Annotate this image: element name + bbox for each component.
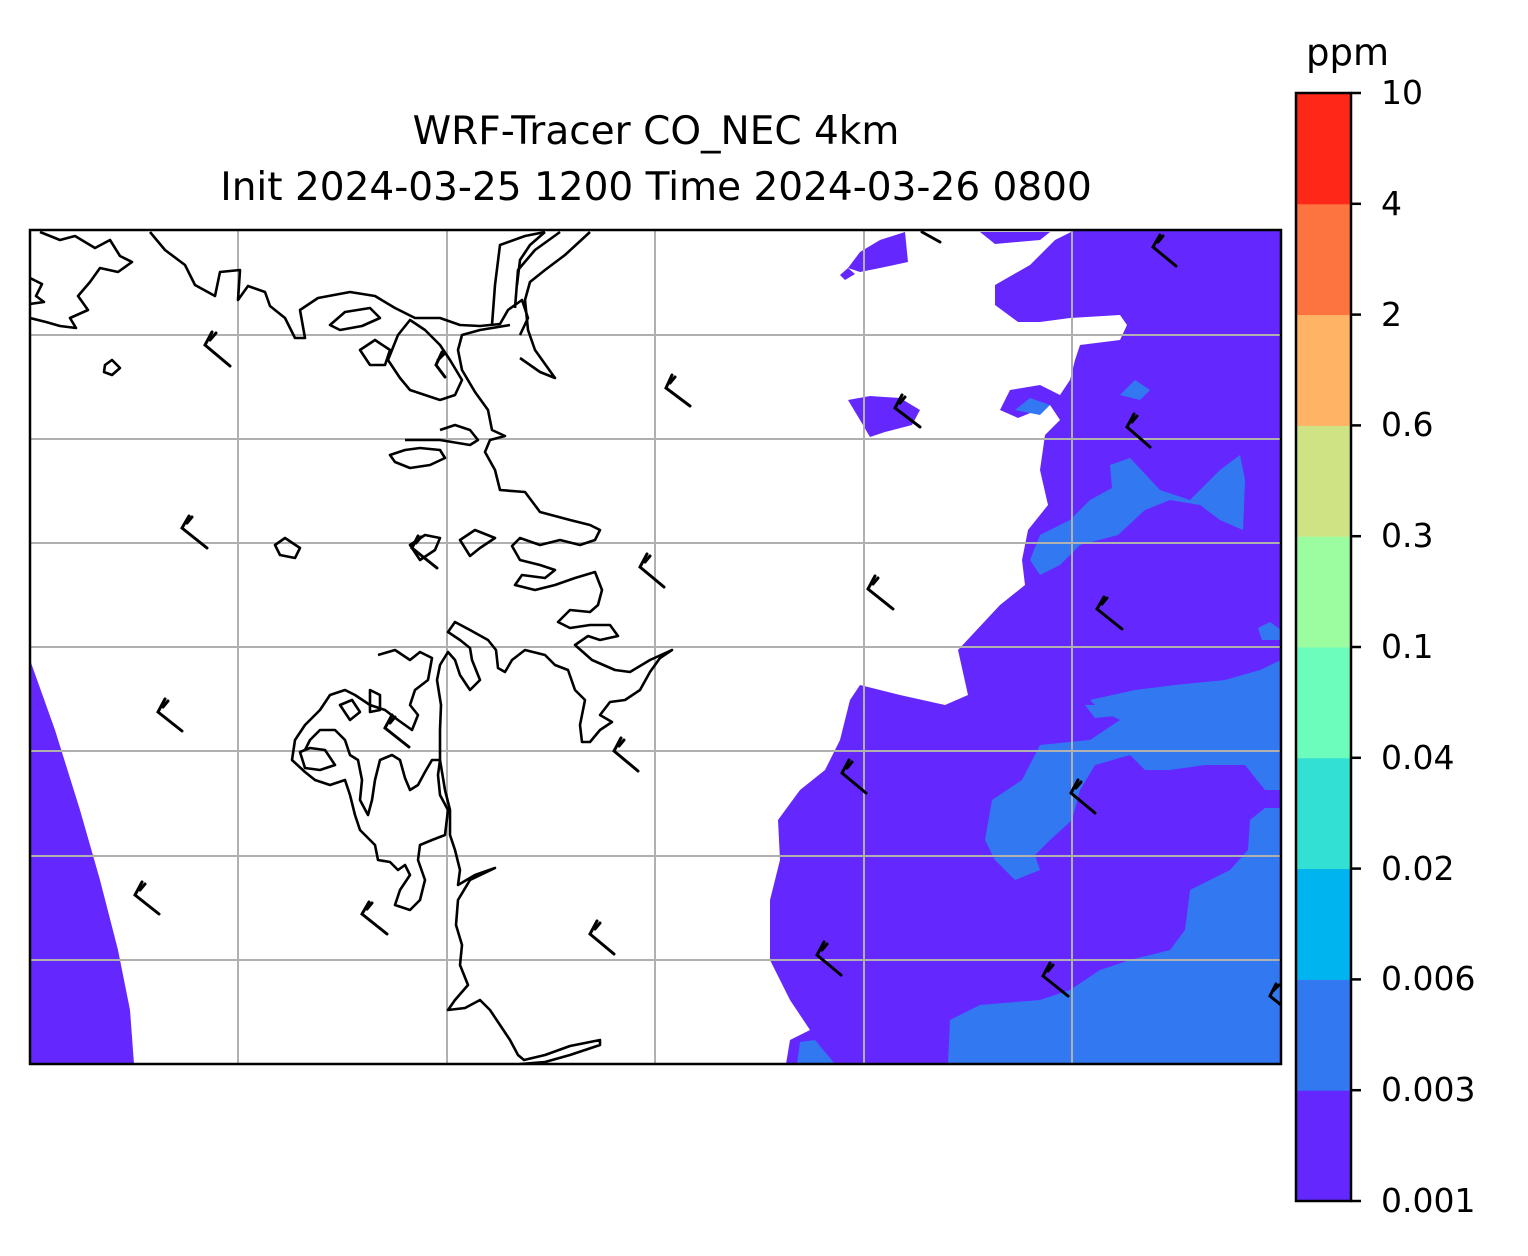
tracer-fill-mid-blob: [848, 396, 920, 437]
tracer-fill-blue-small-c: [1258, 622, 1281, 640]
tracer-fill-top-strip: [980, 232, 1050, 244]
wind-barb: [588, 919, 616, 956]
colorbar-tick-label: 0.1: [1381, 627, 1434, 666]
map-area: [30, 230, 1281, 1064]
tracer-fill-blue-small-d: [1085, 705, 1125, 718]
coastlines: [30, 230, 674, 1064]
wind-barb: [133, 880, 161, 916]
wind-barb: [1125, 412, 1152, 449]
colorbar-tick-label: 10: [1381, 73, 1423, 112]
colorbar-segment: [1296, 314, 1351, 426]
colorbar-segment: [1296, 647, 1351, 759]
tracer-fill-north-dot: [840, 268, 855, 280]
gridlines: [30, 230, 1281, 1064]
colorbar-tick-label: 0.02: [1381, 848, 1455, 888]
tracer-fill-blue-small-a: [1120, 380, 1150, 400]
wind-barb: [410, 534, 439, 570]
wind-barb: [612, 736, 640, 773]
tracer-fill-blue-southeast: [948, 808, 1281, 1064]
wind-barb: [1041, 961, 1070, 998]
wind-barb: [1151, 233, 1178, 268]
colorbar-segment: [1296, 93, 1351, 205]
wind-barb: [664, 373, 692, 408]
wind-barb: [383, 713, 411, 749]
map-title-line1: WRF-Tracer CO_NEC 4km: [412, 109, 900, 154]
wind-barb: [866, 574, 895, 611]
wind-barbs: [133, 230, 1281, 1007]
wind-barb: [893, 393, 922, 429]
colorbar-tick-label: 0.6: [1381, 405, 1434, 445]
wind-barb: [360, 900, 389, 936]
colorbar-unit-label: ppm: [1306, 31, 1390, 74]
colorbar-tick-label: 0.003: [1381, 1070, 1476, 1110]
tracer-fill-north-patch: [848, 232, 908, 272]
tracer-fill-blue-south: [797, 1040, 835, 1064]
colorbar-tick-label: 0.3: [1381, 516, 1434, 556]
wind-barb: [156, 697, 184, 733]
wind-barb: [638, 552, 666, 589]
wind-barb: [815, 940, 843, 977]
wind-barb: [180, 514, 209, 550]
map-frame: [28, 228, 1283, 1066]
tracer-fill-west: [30, 660, 134, 1064]
wind-barb: [840, 758, 868, 795]
colorbar-tick-label: 0.001: [1381, 1181, 1476, 1220]
colorbar-segment: [1296, 868, 1351, 980]
wind-barb: [434, 350, 447, 379]
tracer-fill-blue-northeast: [1030, 455, 1245, 575]
colorbar-segment: [1296, 1090, 1351, 1202]
colorbar-segment: [1296, 757, 1351, 870]
colorbar-segment: [1296, 979, 1351, 1091]
wind-barb: [203, 330, 232, 368]
colorbar-segment: [1296, 203, 1351, 316]
colorbar-tick-label: 4: [1381, 183, 1402, 223]
colorbar: [1294, 91, 1361, 1203]
tracer-fill-blue-east: [985, 660, 1281, 880]
wind-barb: [1268, 982, 1281, 1007]
colorbar-segment: [1296, 425, 1351, 537]
colorbar-tick-label: 2: [1381, 294, 1402, 334]
wind-barb: [920, 230, 942, 244]
colorbar-tick-label: 0.04: [1381, 737, 1455, 777]
wind-barb: [1069, 778, 1097, 815]
wind-barb: [1095, 595, 1124, 631]
map-title-line2: Init 2024-03-25 1200 Time 2024-03-26 080…: [220, 165, 1092, 210]
colorbar-segment: [1296, 536, 1351, 648]
colorbar-tick-label: 0.006: [1381, 959, 1476, 999]
tracer-fill-blue-small-b: [1015, 398, 1050, 415]
